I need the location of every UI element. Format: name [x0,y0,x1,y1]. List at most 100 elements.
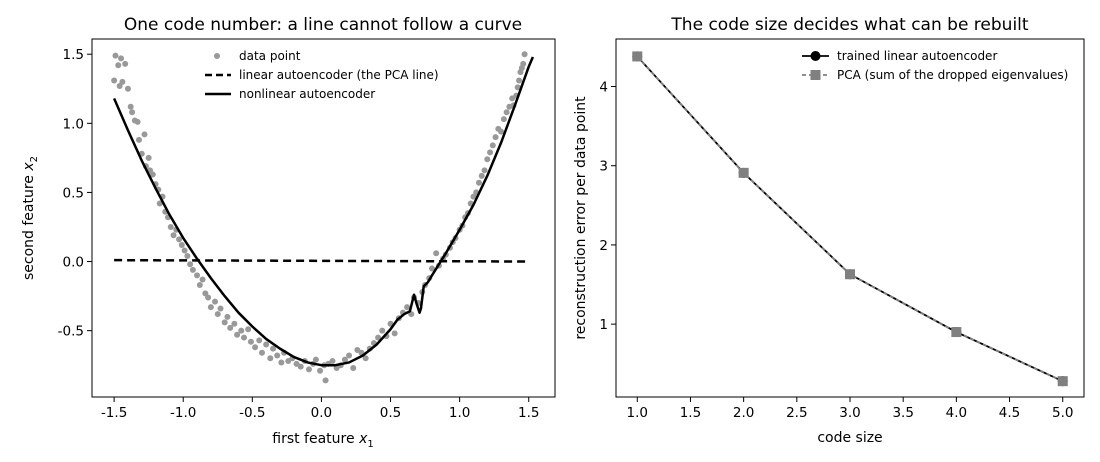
legend-marker-trained-linear [810,51,821,61]
left-y-tick-label: 1.0 [63,116,84,132]
data-point [196,282,203,289]
data-point [231,320,238,327]
left-x-tick-label: -0.5 [239,405,265,421]
pca-line [636,55,1064,382]
data-point [362,355,369,362]
data-point [503,109,510,116]
data-point [475,179,482,186]
data-point [350,364,357,371]
legend-label-data-point: data point [239,49,301,63]
linear-autoencoder-line [114,258,529,263]
right-x-tick-label: 5.0 [1052,405,1073,421]
right-y-ticks: 1 2 3 4 [599,80,616,333]
data-point [135,136,142,143]
left-y-ticks: -0.5 0.0 0.5 1.0 1.5 [58,47,92,340]
data-point [433,250,440,257]
data-point [119,78,126,85]
right-x-axis-label: code size [817,430,882,446]
data-point [252,344,259,351]
right-x-tick-label: 4.5 [999,405,1020,421]
pca-marker [1057,376,1068,387]
data-point [189,266,196,273]
right-y-tick-label: 2 [599,238,608,254]
data-point [516,77,523,84]
data-point [127,103,134,110]
data-point [520,60,527,67]
data-point [134,118,141,125]
right-axes-frame [615,38,1085,398]
right-x-tick-label: 1.0 [627,405,648,421]
data-point [184,253,191,260]
left-x-tick-label: -1.5 [101,405,127,421]
data-point [167,223,174,230]
data-point [111,77,118,84]
legend-marker-data-point [214,53,220,59]
left-x-tick-label: 1.0 [449,405,470,421]
left-x-tick-label: -1.0 [170,405,196,421]
data-point [487,149,494,156]
data-point [375,334,382,341]
right-x-tick-label: 2.5 [786,405,807,421]
legend-label-trained-linear: trained linear autoencoder [837,49,997,63]
left-x-ticks: -1.5 -1.0 -0.5 0.0 0.5 1.0 1.5 [101,397,539,421]
data-point [212,298,219,305]
data-point [379,327,386,334]
right-y-axis-label: reconstruction error per data point [573,96,589,340]
data-point [341,356,348,363]
data-point [207,304,214,311]
data-point [322,377,329,384]
data-point [115,62,122,69]
right-y-tick-label: 4 [599,80,608,96]
data-point [241,334,248,341]
data-point [221,319,228,326]
right-legend: trained linear autoencoder PCA (sum of t… [802,49,1068,82]
left-axes-frame [91,38,556,398]
data-point [170,232,177,239]
legend-marker-pca [810,70,821,80]
data-point [278,359,285,366]
data-point [498,128,505,135]
right-y-tick-label: 3 [599,159,608,175]
data-point [270,345,277,352]
data-point [428,265,435,272]
data-point [141,131,148,138]
data-point [122,60,129,67]
data-point [178,241,185,248]
pca-marker [951,327,962,338]
data-point [500,116,507,123]
data-point [329,358,336,365]
right-chart-panel: The code size decides what can be rebuil… [573,15,1085,446]
data-point [267,355,274,362]
left-x-axis-label: first feature x1 [272,431,373,450]
data-point [245,326,252,333]
data-point [149,171,156,178]
right-x-tick-label: 1.5 [680,405,701,421]
pca-marker [845,269,855,280]
data-point [112,52,119,59]
data-point [317,367,324,374]
data-point [478,172,485,179]
data-point [145,154,152,161]
right-x-tick-label: 2.0 [733,405,754,421]
data-point [484,156,491,163]
data-point [274,352,281,359]
right-y-tick-label: 1 [599,317,608,333]
data-point [305,366,312,373]
data-point [312,356,319,363]
right-x-ticks: 1.0 1.5 2.0 2.5 3.0 3.5 4.0 4.5 5.0 [627,397,1073,421]
data-point [346,352,353,359]
data-point [194,272,201,279]
left-x-tick-label: 0.0 [311,405,332,421]
data-point [205,294,212,301]
left-y-tick-label: 0.5 [63,185,84,201]
data-point [247,338,254,345]
legend-label-linear-autoencoder: linear autoencoder (the PCA line) [239,68,439,82]
right-plot-area [632,51,1068,387]
pca-marker [632,51,643,62]
data-point [489,142,496,149]
data-point [256,337,263,344]
left-y-axis-label: second feature x2 [21,156,40,280]
data-point [521,51,528,58]
right-x-tick-label: 3.5 [892,405,913,421]
legend-label-pca: PCA (sum of the dropped eigenvalues) [837,68,1068,82]
